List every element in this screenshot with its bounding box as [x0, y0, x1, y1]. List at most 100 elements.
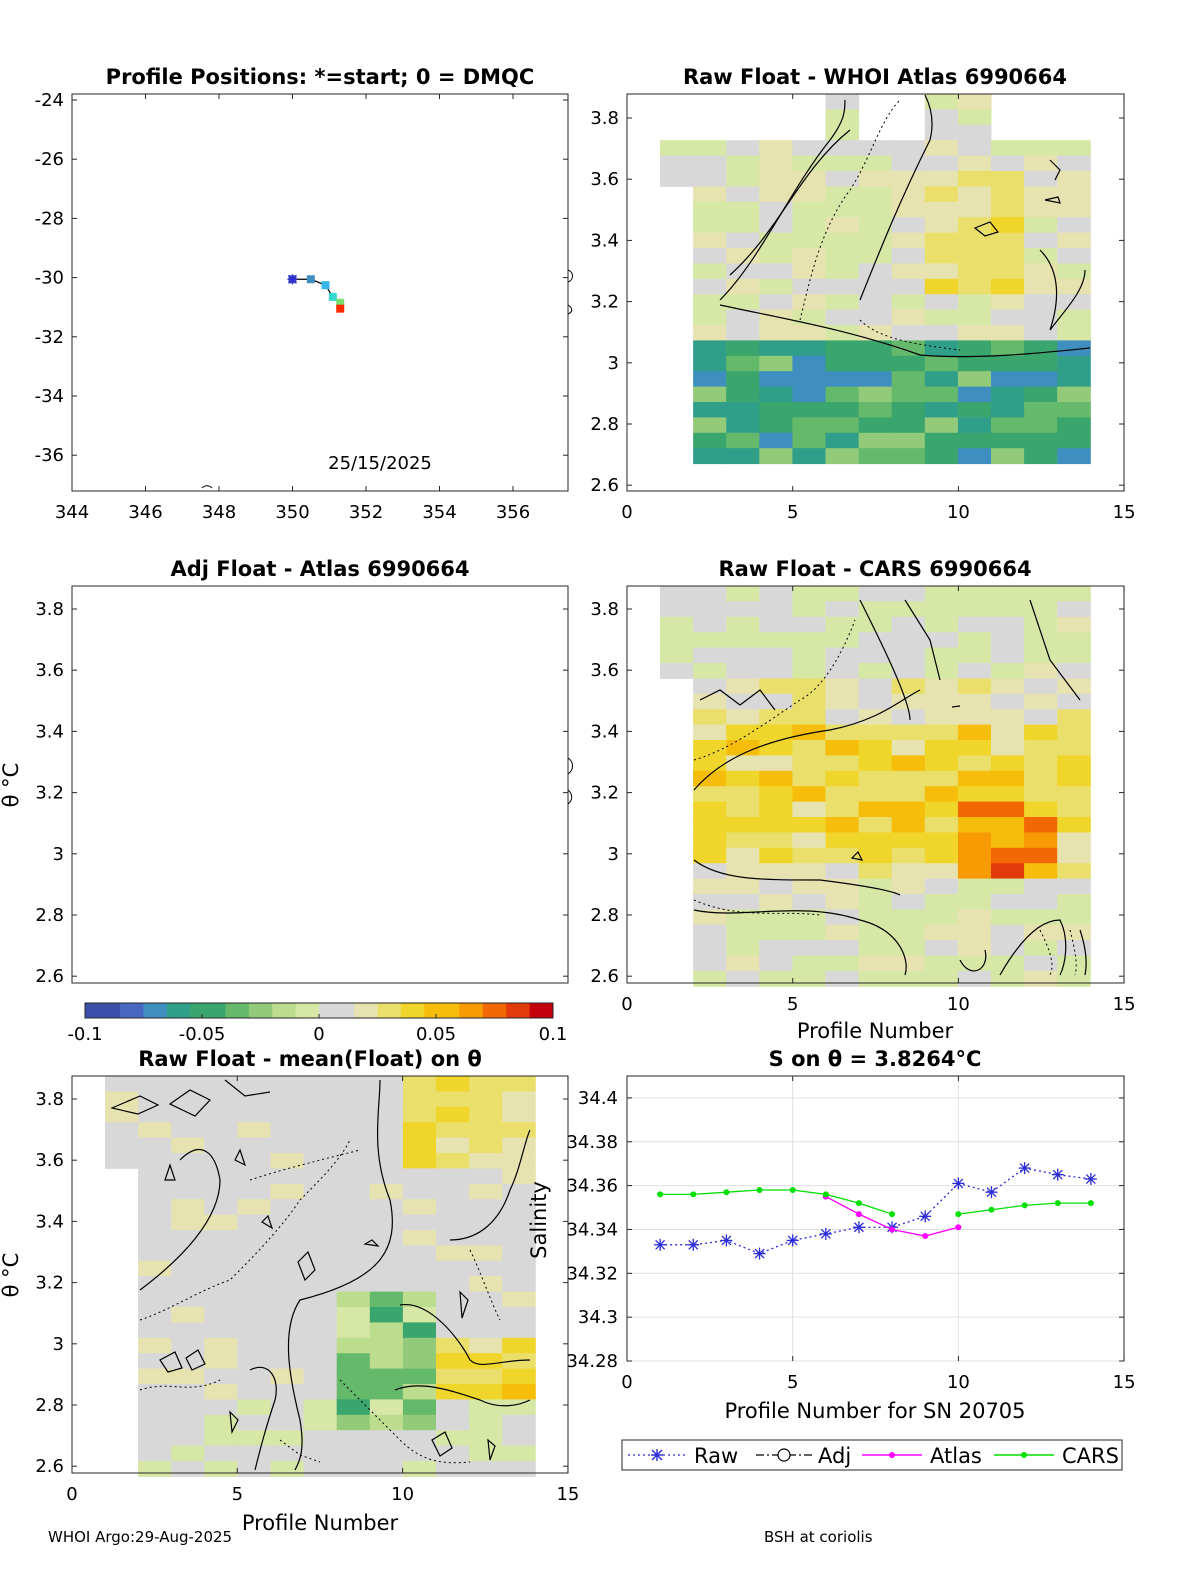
heatmap-cell [237, 1137, 271, 1154]
heatmap-cell [171, 1106, 205, 1123]
adj-axes [71, 585, 569, 984]
heatmap-cell [1024, 417, 1058, 434]
adj-ylabel: θ °C [0, 763, 23, 808]
heatmap-cell [957, 693, 992, 710]
heatmap-cell [825, 232, 860, 249]
heatmap-cell [502, 1245, 536, 1262]
heatmap-cell [924, 616, 959, 633]
cars-xtick: 10 [947, 994, 970, 1015]
heatmap-cell [270, 1183, 305, 1200]
heatmap-cell [369, 1091, 404, 1108]
heatmap-cell [726, 263, 760, 280]
heatmap-cell [891, 817, 926, 833]
heatmap-cell [825, 601, 860, 618]
heatmap-cell [792, 663, 826, 679]
colorbar: -0.1 -0.05 0 0.05 0.1 [67, 1002, 567, 1045]
meanfloat-ytick: 3.4 [35, 1211, 64, 1232]
heatmap-cell [237, 1276, 271, 1293]
heatmap-cell [991, 801, 1025, 818]
heatmap-cell [991, 940, 1025, 957]
heatmap-cell [270, 1091, 305, 1108]
heatmap-cell [693, 155, 727, 172]
heatmap-cell [858, 586, 893, 602]
heatmap-cell [303, 1091, 338, 1108]
heatmap-cell [858, 801, 893, 818]
heatmap-cell [1024, 971, 1058, 987]
whoi-axes [626, 93, 1125, 492]
heatmap-cell [693, 340, 727, 357]
heatmap-cell [891, 678, 926, 695]
heatmap-cell [858, 616, 893, 633]
heatmap-cell [171, 1214, 205, 1231]
heatmap-cell [792, 678, 826, 695]
heatmap-cell [924, 248, 959, 264]
heatmap-cell [991, 417, 1025, 434]
heatmap-cell [1024, 294, 1058, 311]
heatmap-cell [436, 1137, 470, 1154]
heatmap-cell [759, 616, 793, 633]
heatmap-cell [171, 1153, 205, 1169]
heatmap-cell [792, 940, 826, 957]
cars-point [855, 1200, 862, 1207]
colorbar-swatch [120, 1003, 133, 1018]
heatmap-cell [369, 1076, 404, 1092]
heatmap-cell [858, 894, 893, 910]
heatmap-cell [138, 1168, 172, 1185]
heatmap-cell [891, 371, 926, 388]
heatmap-cell [1024, 186, 1058, 203]
heatmap-cell [858, 432, 893, 449]
heatmap-cell [759, 940, 793, 957]
heatmap-cell [792, 309, 826, 326]
heatmap-cell [891, 786, 926, 803]
heatmap-cell [924, 109, 959, 126]
heatmap-cell [891, 909, 926, 926]
heatmap-cell [792, 186, 826, 203]
heatmap-cell [660, 663, 694, 679]
heatmap-cell [436, 1445, 470, 1462]
heatmap-cell [204, 1245, 238, 1262]
heatmap-cell [693, 309, 727, 326]
heatmap-cell [792, 601, 826, 618]
heatmap-cell [825, 417, 860, 434]
heatmap-cell [991, 340, 1025, 357]
cars-point [1054, 1200, 1061, 1207]
heatmap-cell [138, 1353, 172, 1370]
heatmap-cell [991, 155, 1025, 172]
heatmap-cell [858, 663, 893, 679]
heatmap-cell [237, 1322, 271, 1339]
heatmap-cell [303, 1353, 338, 1370]
raw-point [721, 1235, 732, 1246]
heatmap-cell [303, 1183, 338, 1200]
heatmap-cell [469, 1276, 503, 1293]
heatmap-cell [1057, 724, 1091, 741]
heatmap-cell [402, 1183, 437, 1200]
heatmap-cell [693, 817, 727, 833]
heatmap-cell [1024, 755, 1058, 772]
heatmap-cell [991, 693, 1025, 710]
heatmap-cell [1057, 863, 1091, 880]
heatmap-cell [303, 1445, 338, 1462]
adj-ytick: 2.6 [35, 966, 64, 987]
colorbar-swatch [424, 1003, 437, 1018]
colorbar-swatch [85, 1003, 98, 1018]
heatmap-cell [957, 186, 992, 203]
cars-heatmap [660, 586, 1091, 987]
heatmap-cell [303, 1168, 338, 1185]
heatmap-cell [957, 847, 992, 864]
legend-cars: CARS [1062, 1444, 1119, 1468]
heatmap-cell [1057, 186, 1091, 203]
heatmap-cell [303, 1276, 338, 1293]
heatmap-cell [502, 1414, 536, 1431]
heatmap-cell [858, 232, 893, 249]
adj-ytick: 3 [53, 844, 64, 865]
colorbar-swatch [459, 1003, 472, 1018]
heatmap-cell [759, 817, 793, 833]
heatmap-cell [237, 1430, 271, 1447]
heatmap-cell [891, 201, 926, 218]
heatmap-cell [469, 1461, 503, 1477]
heatmap-cell [693, 325, 727, 341]
heatmap-cell [138, 1291, 172, 1308]
cars-ytick: 3.2 [590, 783, 619, 804]
heatmap-cell [991, 709, 1025, 726]
positions-date: 25/15/2025 [328, 453, 432, 474]
